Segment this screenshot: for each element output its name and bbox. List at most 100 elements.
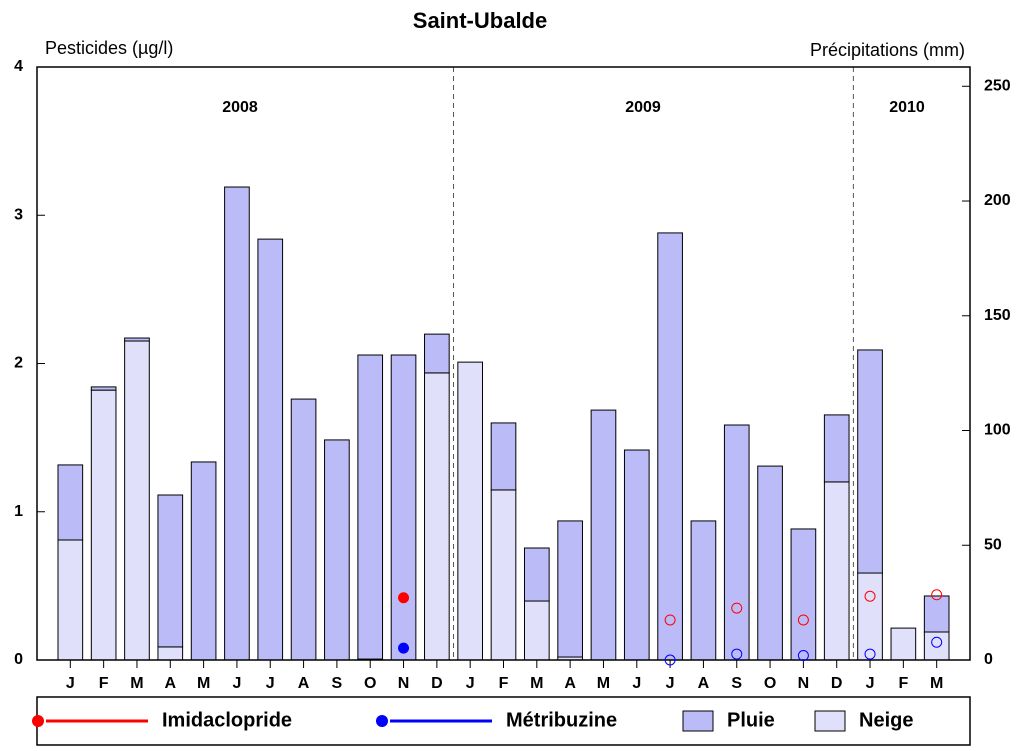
chart-title: Saint-Ubalde	[413, 8, 547, 33]
bar	[557, 520, 583, 658]
bar	[224, 186, 250, 661]
bar	[90, 386, 117, 391]
bar	[157, 494, 184, 648]
bar	[324, 439, 350, 661]
year-label: 2009	[625, 99, 661, 116]
y2-tick-label: 150	[984, 307, 1011, 324]
y2-axis-label: Précipitations (mm)	[810, 40, 965, 60]
marker	[398, 642, 410, 654]
x-tick-label: A	[165, 675, 177, 692]
marker	[931, 589, 943, 601]
marker	[664, 614, 676, 626]
x-tick-label: J	[266, 675, 275, 692]
x-tick-label: S	[731, 675, 742, 692]
bar	[290, 398, 317, 661]
x-tick-label: J	[232, 675, 241, 692]
bar	[57, 539, 84, 661]
x-tick-label: J	[466, 675, 475, 692]
year-label: 2008	[222, 99, 258, 116]
x-tick-label: M	[197, 675, 210, 692]
y2-tick-label: 0	[984, 651, 993, 668]
bar	[857, 572, 883, 661]
x-tick-label: F	[499, 675, 509, 692]
marker	[797, 650, 809, 662]
bar	[490, 422, 517, 491]
bar	[857, 349, 883, 574]
x-tick-label: A	[298, 675, 310, 692]
x-tick-label: J	[66, 675, 75, 692]
legend-swatch	[814, 710, 846, 732]
marker	[398, 592, 410, 604]
x-tick-label: F	[898, 675, 908, 692]
x-tick-label: J	[866, 675, 875, 692]
x-tick-label: D	[831, 675, 843, 692]
year-label: 2010	[889, 99, 925, 116]
x-tick-label: D	[431, 675, 443, 692]
bar	[790, 528, 817, 661]
y-tick-label: 2	[14, 355, 23, 372]
y-tick-label: 1	[14, 503, 23, 520]
x-tick-label: N	[398, 675, 410, 692]
bar	[357, 354, 384, 660]
x-tick-label: J	[632, 675, 641, 692]
y2-tick-label: 100	[984, 422, 1011, 439]
bar	[690, 520, 717, 661]
x-tick-label: F	[99, 675, 109, 692]
bar	[390, 354, 417, 661]
y-tick-label: 3	[14, 206, 23, 223]
x-tick-label: M	[930, 675, 943, 692]
y2-tick-label: 250	[984, 77, 1011, 94]
bar	[757, 465, 783, 661]
bar	[923, 595, 950, 633]
bar	[157, 646, 184, 661]
x-tick-label: A	[564, 675, 576, 692]
y-axis-label: Pesticides (µg/l)	[45, 38, 173, 58]
marker	[731, 602, 743, 614]
marker	[931, 636, 943, 648]
y2-tick-label: 50	[984, 536, 1002, 553]
x-tick-label: M	[130, 675, 143, 692]
marker	[864, 648, 876, 660]
bar	[490, 489, 517, 661]
y-tick-label: 4	[14, 58, 23, 75]
bar	[190, 461, 217, 661]
bar	[424, 372, 450, 661]
bar	[890, 627, 917, 661]
x-tick-label: O	[364, 675, 376, 692]
bar	[523, 600, 550, 661]
bar	[124, 340, 150, 661]
x-tick-label: O	[764, 675, 776, 692]
bar	[57, 464, 84, 541]
bar	[257, 238, 284, 661]
x-tick-label: A	[698, 675, 710, 692]
y2-tick-label: 200	[984, 192, 1011, 209]
x-tick-label: M	[597, 675, 610, 692]
x-tick-label: J	[666, 675, 675, 692]
bar	[590, 409, 617, 661]
marker	[797, 614, 809, 626]
bar	[424, 333, 450, 374]
legend-label: Neige	[859, 709, 913, 731]
bar	[823, 414, 850, 483]
legend-label: Pluie	[727, 709, 775, 731]
y-tick-label: 0	[14, 651, 23, 668]
legend-marker	[376, 715, 388, 727]
legend-swatch	[682, 710, 714, 732]
marker	[664, 654, 676, 666]
legend-label: Imidaclopride	[162, 709, 292, 731]
legend-marker	[32, 715, 44, 727]
bar	[923, 631, 950, 661]
bar	[523, 547, 550, 602]
bar	[457, 361, 484, 661]
bar	[90, 389, 117, 661]
bar	[657, 232, 683, 661]
marker	[731, 648, 743, 660]
x-tick-label: S	[332, 675, 343, 692]
bar	[723, 424, 750, 661]
marker	[864, 590, 876, 602]
bar	[623, 449, 650, 661]
legend-label: Métribuzine	[506, 709, 617, 731]
x-tick-label: N	[798, 675, 810, 692]
bar	[823, 481, 850, 661]
bar	[124, 337, 150, 342]
